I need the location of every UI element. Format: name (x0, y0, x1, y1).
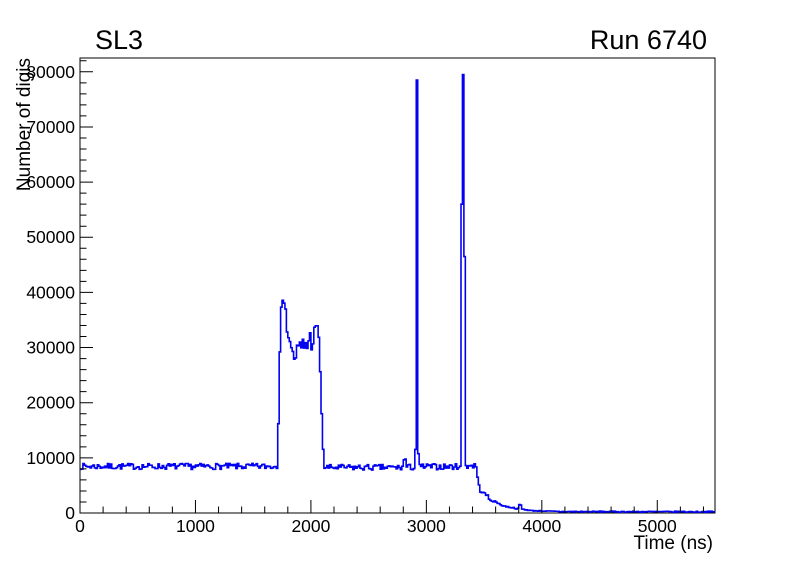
histogram-line-layer (80, 73, 715, 514)
axis-tick-labels-layer: 0 1000 2000 3000 4000 50000100002000030000400… (26, 62, 677, 536)
y-tick-label: 70000 (26, 117, 75, 137)
axis-ticks-layer (79, 60, 704, 514)
y-tick-label: 80000 (26, 62, 75, 82)
pad-title: SL3 (95, 25, 143, 55)
y-tick-label: 10000 (26, 448, 75, 468)
y-tick-label: 30000 (26, 338, 75, 358)
plot-frame-layer (79, 57, 716, 514)
histogram-series-line (80, 73, 715, 514)
x-tick-label: 0 (75, 516, 85, 536)
x-tick-label: 5000 (638, 516, 677, 536)
x-tick-label: 1000 (176, 516, 215, 536)
x-tick-label: 3000 (407, 516, 446, 536)
plot-frame (79, 57, 716, 514)
x-tick-label: 4000 (522, 516, 561, 536)
y-tick-label: 20000 (26, 393, 75, 413)
y-axis-title: Number of digis (14, 58, 35, 191)
x-tick-label: 2000 (291, 516, 330, 536)
x-axis-title: Time (ns) (633, 533, 713, 554)
y-tick-label: 40000 (26, 282, 75, 302)
y-tick-label: 50000 (26, 227, 75, 247)
y-tick-label: 60000 (26, 172, 75, 192)
axis-ticks (79, 60, 704, 514)
run-label: Run 6740 (590, 25, 707, 55)
y-tick-label: 0 (65, 503, 75, 523)
